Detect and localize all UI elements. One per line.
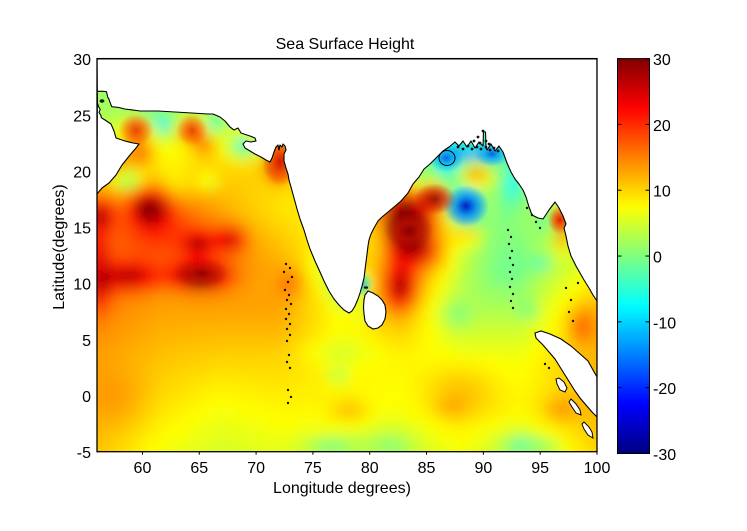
svg-text:60: 60 — [134, 460, 152, 477]
svg-text:10: 10 — [653, 184, 671, 201]
svg-text:30: 30 — [73, 52, 91, 69]
svg-text:65: 65 — [190, 460, 208, 477]
svg-text:70: 70 — [247, 460, 265, 477]
svg-text:15: 15 — [73, 221, 91, 238]
svg-text:20: 20 — [73, 164, 91, 181]
svg-text:-5: -5 — [77, 445, 91, 462]
svg-text:25: 25 — [73, 108, 91, 125]
svg-text:75: 75 — [304, 460, 322, 477]
svg-text:-30: -30 — [653, 447, 676, 464]
svg-text:100: 100 — [584, 460, 611, 477]
svg-text:30: 30 — [653, 52, 671, 69]
svg-text:Sea Surface Height: Sea Surface Height — [276, 36, 415, 53]
svg-text:0: 0 — [653, 250, 662, 267]
svg-text:95: 95 — [531, 460, 549, 477]
svg-text:Latitude(degrees): Latitude(degrees) — [51, 184, 68, 309]
svg-text:0: 0 — [82, 389, 91, 406]
svg-text:20: 20 — [653, 118, 671, 135]
svg-text:-20: -20 — [653, 381, 676, 398]
svg-text:-10: -10 — [653, 315, 676, 332]
svg-text:85: 85 — [418, 460, 436, 477]
svg-text:90: 90 — [474, 460, 492, 477]
svg-text:Longitude degrees): Longitude degrees) — [273, 480, 411, 497]
svg-text:80: 80 — [361, 460, 379, 477]
svg-text:5: 5 — [82, 333, 91, 350]
svg-text:10: 10 — [73, 277, 91, 294]
